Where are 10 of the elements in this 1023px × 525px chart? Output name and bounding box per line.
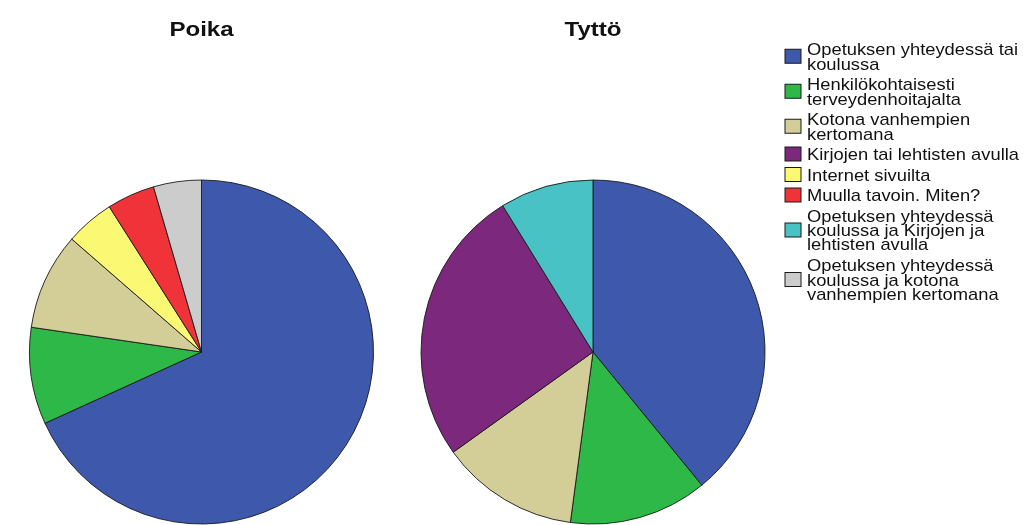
legend-label: Internet sivuilta bbox=[807, 165, 931, 185]
legend-label: Kirjojen tai lehtisten avulla bbox=[807, 145, 1020, 164]
legend-label: Muulla tavoin. Miten? bbox=[807, 186, 981, 205]
legend-label: Kotona vanhempien kertomana bbox=[807, 110, 971, 144]
legend-label: Henkilökohtaisesti terveydenhoitajalta bbox=[807, 75, 962, 109]
legend-label: Opetuksen yhteydessä tai koulussa bbox=[807, 40, 1019, 74]
legend-label: Opetuksen yhteydessä koulussa ja kotona vanhempien kertomana bbox=[807, 256, 1000, 304]
chart-title: Tyttö bbox=[564, 17, 622, 41]
chart-title: Poika bbox=[169, 17, 235, 41]
legend-label: Opetuksen yhteydessä koulussa ja Kirjojen ja lehtisten avulla bbox=[807, 206, 995, 255]
